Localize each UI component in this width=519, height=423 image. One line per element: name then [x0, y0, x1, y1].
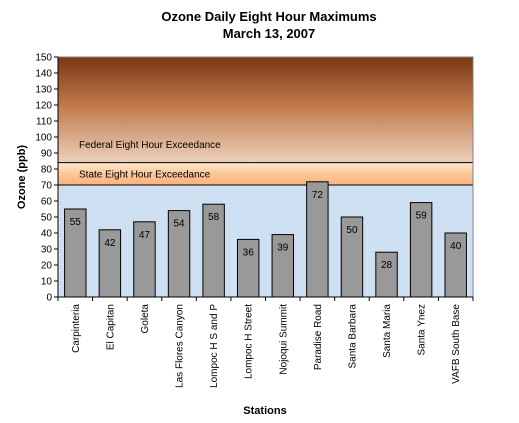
x-axis-title: Stations [243, 405, 286, 417]
y-tick-label: 80 [41, 165, 53, 176]
y-axis: 0 10 20 30 40 50 60 70 80 90 100 110 120 130 140 150 [35, 53, 59, 304]
data-label: 50 [346, 225, 358, 236]
state-band-label: State Eight Hour Exceedance [79, 169, 211, 180]
y-tick-label: 130 [35, 85, 52, 96]
y-axis-title: Ozone (ppb) [16, 145, 28, 209]
chart-title: Ozone Daily Eight Hour Maximums [161, 9, 376, 24]
data-label: 40 [450, 241, 462, 252]
y-tick-label: 30 [41, 245, 53, 256]
y-tick-label: 120 [35, 101, 52, 112]
data-label: 47 [139, 230, 151, 241]
bar [375, 251, 398, 298]
x-tick-label: Santa Maria [382, 304, 393, 358]
y-tick-label: 90 [41, 149, 53, 160]
x-tick-label: Carpinteria [71, 304, 82, 353]
y-tick-label: 110 [36, 117, 52, 128]
x-tick-label: Las Flores Canyon [175, 304, 186, 388]
x-axis: Carpinteria El Capitan Goleta Las Flores Ca… [57, 296, 474, 388]
y-tick-label: 10 [41, 277, 53, 288]
y-tick-label: 60 [41, 197, 53, 208]
y-tick-label: 100 [35, 133, 52, 144]
data-label: 36 [243, 247, 255, 258]
x-tick-label: Lompoc H S and P [209, 304, 220, 388]
bars: 55 42 47 54 58 36 39 72 50 28 59 40 [64, 181, 467, 298]
y-tick-label: 140 [35, 69, 52, 80]
x-tick-label: VAFB South Base [451, 304, 462, 384]
data-label: 55 [70, 217, 82, 228]
y-tick-label: 40 [41, 229, 53, 240]
x-tick-label: Santa Barbara [347, 304, 358, 369]
data-label: 59 [416, 211, 428, 222]
y-tick-label: 150 [35, 53, 52, 64]
data-label: 72 [312, 190, 324, 201]
federal-exceedance-band [58, 57, 473, 163]
y-tick-label: 50 [41, 213, 53, 224]
y-tick-label: 20 [41, 261, 53, 272]
federal-band-label: Federal Eight Hour Exceedance [79, 140, 221, 151]
data-label: 42 [104, 238, 116, 249]
data-label: 54 [173, 219, 185, 230]
state-exceedance-band [58, 162, 473, 185]
x-tick-label: Santa Ynez [417, 304, 428, 356]
band-labels: Federal Eight Hour Exceedance State Eight… [79, 140, 221, 180]
x-tick-label: Paradise Road [313, 304, 324, 370]
y-tick-label: 70 [41, 181, 53, 192]
below-standard-region [58, 185, 473, 297]
data-label: 39 [277, 243, 289, 254]
x-tick-label: Lompoc H Street [244, 304, 255, 379]
plot-background [57, 56, 474, 298]
data-label: 28 [381, 260, 393, 271]
x-tick-label: El Capitan [105, 304, 116, 350]
chart-subtitle: March 13, 2007 [223, 26, 316, 41]
x-tick-label: Goleta [140, 304, 151, 334]
y-tick-label: 0 [46, 293, 52, 304]
x-tick-label: Nojoqui Summit [278, 304, 289, 375]
data-label: 58 [208, 212, 220, 223]
